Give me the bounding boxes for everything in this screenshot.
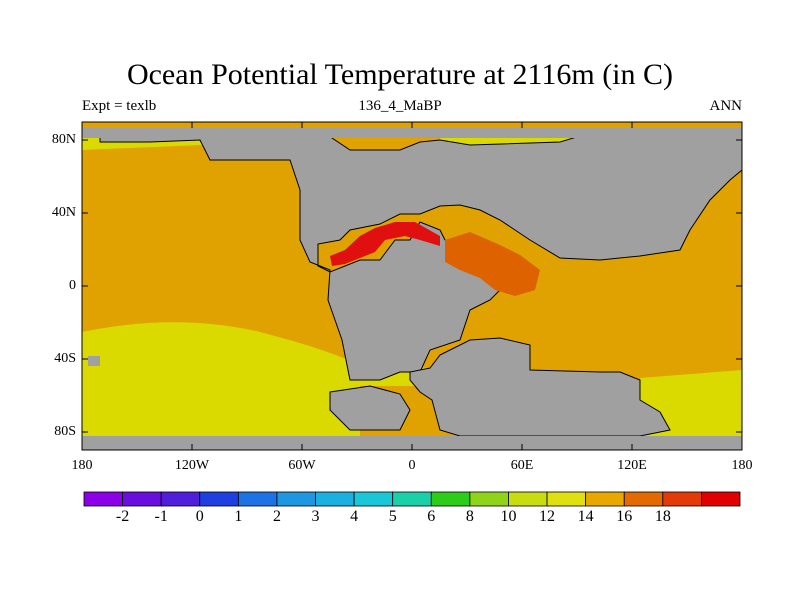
colorbar-label: 18 bbox=[654, 508, 671, 525]
colorbar-swatch bbox=[315, 491, 355, 507]
land-small-island bbox=[88, 356, 100, 366]
colorbar-swatch bbox=[83, 491, 123, 507]
colorbar-swatch bbox=[276, 491, 316, 507]
colorbar-swatch bbox=[701, 491, 741, 507]
lon-label-120e: 120E bbox=[617, 458, 647, 473]
colorbar-swatch bbox=[392, 491, 432, 507]
lon-label-120w: 120W bbox=[174, 458, 210, 473]
tethys-warm-water bbox=[445, 232, 540, 296]
colorbar-label: 0 bbox=[195, 508, 204, 525]
colorbar-swatch bbox=[122, 491, 162, 507]
lon-label-60w: 60W bbox=[288, 458, 316, 473]
colorbar bbox=[83, 491, 741, 507]
experiment-label: Expt = texlb bbox=[82, 98, 157, 114]
colorbar-label: 10 bbox=[500, 508, 517, 525]
colorbar-swatch bbox=[662, 491, 702, 507]
colorbar-label: 12 bbox=[539, 508, 556, 525]
colorbar-label: 1 bbox=[234, 508, 243, 525]
lon-label-180e: 180 bbox=[731, 458, 753, 473]
colorbar-label: 8 bbox=[465, 508, 474, 525]
land-north-pole-strip bbox=[82, 128, 742, 138]
lon-label-0: 0 bbox=[408, 458, 416, 473]
land-antarctica-east bbox=[409, 337, 671, 437]
colorbar-label: 4 bbox=[350, 508, 359, 525]
period-label: ANN bbox=[709, 98, 743, 114]
colorbar-swatch bbox=[585, 491, 625, 507]
lat-label-80s: 80S bbox=[54, 424, 76, 439]
colorbar-label: 2 bbox=[272, 508, 281, 525]
colorbar-swatch bbox=[237, 491, 278, 507]
map-title: Ocean Potential Temperature at 2116m (in… bbox=[126, 58, 674, 91]
map-plot-area bbox=[81, 121, 743, 451]
colorbar-label: 14 bbox=[577, 508, 594, 525]
colorbar-swatch bbox=[199, 491, 239, 507]
colorbar-swatch bbox=[353, 491, 394, 507]
colorbar-label: -2 bbox=[115, 508, 130, 525]
colorbar-label: -1 bbox=[154, 508, 168, 525]
colorbar-swatch bbox=[508, 491, 548, 507]
lon-label-180w: 180 bbox=[71, 458, 93, 473]
colorbar-swatch bbox=[430, 491, 471, 507]
colorbar-swatch bbox=[623, 491, 664, 507]
lat-label-0: 0 bbox=[69, 278, 76, 293]
lat-label-40n: 40N bbox=[51, 205, 76, 220]
colorbar-label: 3 bbox=[311, 508, 320, 525]
colorbar-swatch bbox=[546, 491, 587, 507]
colorbar-swatch bbox=[160, 491, 201, 507]
lat-label-80n: 80N bbox=[51, 132, 76, 147]
land-south-pole-strip bbox=[82, 436, 742, 450]
colorbar-label: 16 bbox=[616, 508, 633, 525]
colorbar-label: 6 bbox=[427, 508, 436, 525]
colorbar-swatch bbox=[469, 491, 509, 507]
land-antarctica-west bbox=[329, 385, 411, 431]
axis-ticks bbox=[81, 122, 743, 450]
lat-label-40s: 40S bbox=[54, 351, 76, 366]
colorbar-label: 5 bbox=[388, 508, 397, 525]
lon-label-60e: 60E bbox=[510, 458, 534, 473]
hottest-water-pool bbox=[330, 222, 440, 266]
case-label: 136_4_MaBP bbox=[358, 98, 442, 114]
